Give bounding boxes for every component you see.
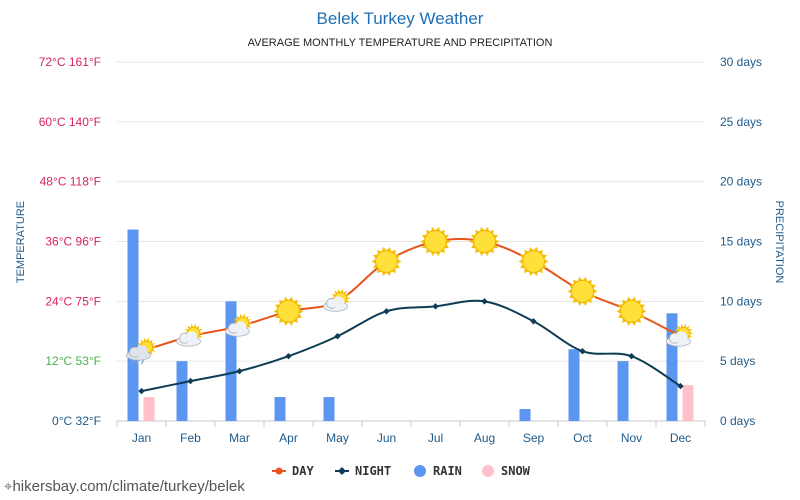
legend-marker: [482, 465, 494, 477]
sunny-icon: [420, 226, 451, 257]
partly-cloudy-icon: [323, 288, 351, 312]
sunny-icon: [616, 296, 647, 326]
y-tick-label-right: 15 days: [720, 235, 762, 249]
y-tick-label-right: 25 days: [720, 115, 762, 129]
y-tick-label-left: 48°C 118°F: [40, 175, 101, 189]
night-point: [579, 347, 586, 355]
source-link[interactable]: hikersbay.com/climate/turkey/belek: [12, 478, 245, 495]
night-point: [383, 308, 390, 315]
rain-bar: [225, 301, 237, 421]
rain-bar: [323, 397, 335, 421]
snow-bar: [143, 397, 155, 421]
sun-disc: [522, 249, 545, 273]
night-point: [677, 382, 684, 390]
sunny-icon: [273, 296, 304, 326]
location-pin-icon: ⌖: [4, 478, 13, 495]
sun-disc: [473, 230, 496, 253]
rain-bar: [274, 397, 286, 421]
legend-item-rain: RAIN: [414, 464, 462, 478]
night-point: [285, 352, 292, 360]
x-tick-label: Apr: [279, 431, 298, 445]
x-tick-label: Nov: [621, 431, 642, 445]
sunny-icon: [567, 276, 598, 306]
legend-item-day: DAY: [272, 464, 314, 478]
night-point: [530, 318, 537, 325]
y-tick-label-right: 0 days: [720, 414, 755, 428]
y-tick-label-left: 72°C 161°F: [39, 55, 101, 69]
y-axis-title-right: PRECIPITATION: [773, 201, 785, 284]
x-tick-label: Oct: [573, 431, 592, 445]
y-tick-label-right: 20 days: [720, 175, 762, 189]
rain-bar: [666, 313, 678, 421]
legend-item-night: NIGHT: [335, 464, 391, 478]
snow-bar: [682, 385, 694, 421]
cloud-puff: [675, 331, 688, 344]
y-tick-label-left: 36°C 96°F: [45, 235, 101, 249]
sun-disc: [375, 249, 398, 273]
y-tick-label-left: 0°C 32°F: [52, 414, 101, 428]
sunny-icon: [371, 246, 402, 277]
legend-marker: [414, 465, 426, 477]
night-point: [432, 303, 439, 310]
cloud-puff: [234, 321, 247, 334]
x-tick-label: Mar: [229, 431, 250, 445]
y-tick-label-right: 10 days: [720, 294, 762, 308]
cloud-puff: [185, 331, 198, 344]
sun-disc: [571, 279, 594, 303]
x-tick-label: Feb: [180, 431, 201, 445]
night-point: [236, 367, 243, 375]
rain-bar: [519, 409, 531, 421]
x-tick-label: May: [326, 431, 349, 445]
cloud-puff: [135, 345, 148, 358]
footer[interactable]: ⌖hikersbay.com/climate/turkey/belek: [4, 478, 245, 495]
y-tick-label-left: 12°C 53°F: [45, 354, 101, 368]
x-tick-label: Sep: [523, 431, 545, 445]
y-tick-label-right: 30 days: [720, 55, 762, 69]
legend-label: NIGHT: [355, 464, 391, 478]
sunny-icon: [518, 246, 549, 277]
sun-disc: [277, 299, 300, 323]
y-tick-label-left: 60°C 140°F: [39, 115, 101, 129]
x-tick-label: Dec: [670, 431, 691, 445]
partly-cloudy-icon: [666, 323, 694, 347]
partly-cloudy-rain-icon: [126, 337, 157, 365]
x-tick-label: Aug: [474, 431, 495, 445]
night-temperature-line: [141, 299, 682, 393]
chart-title: Belek Turkey Weather: [317, 9, 484, 28]
legend-label: SNOW: [501, 464, 531, 478]
legend-label: DAY: [292, 464, 314, 478]
sunny-icon: [469, 226, 500, 257]
partly-cloudy-icon: [225, 313, 253, 337]
legend-marker: [275, 467, 283, 475]
partly-cloudy-icon: [176, 323, 204, 347]
chart-subtitle: AVERAGE MONTHLY TEMPERATURE AND PRECIPIT…: [248, 37, 553, 49]
rain-bar: [617, 361, 629, 421]
rain-bar: [127, 229, 139, 421]
sun-disc: [620, 299, 643, 323]
rain-bar: [568, 349, 580, 421]
night-point: [334, 333, 341, 340]
x-tick-label: Jan: [132, 431, 151, 445]
night-point: [138, 387, 145, 395]
day-temperature-line: [141, 238, 681, 353]
y-tick-label-right: 5 days: [720, 354, 755, 368]
legend-marker: [338, 467, 346, 475]
night-point: [187, 377, 194, 385]
legend-item-snow: SNOW: [482, 464, 531, 478]
rain-drop: [135, 359, 140, 365]
y-axis-title-left: TEMPERATURE: [15, 201, 27, 283]
sun-disc: [424, 230, 447, 253]
legend-label: RAIN: [433, 464, 462, 478]
y-tick-label-left: 24°C 75°F: [45, 294, 101, 308]
rain-drop: [140, 359, 145, 365]
x-tick-label: Jul: [428, 431, 443, 445]
x-tick-label: Jun: [377, 431, 396, 445]
night-point: [481, 298, 488, 305]
night-point: [628, 352, 635, 360]
cloud-puff: [332, 296, 345, 309]
rain-bar: [176, 361, 188, 421]
rain-drop: [130, 359, 135, 365]
legend: DAY NIGHT RAIN SNOW: [272, 464, 531, 478]
